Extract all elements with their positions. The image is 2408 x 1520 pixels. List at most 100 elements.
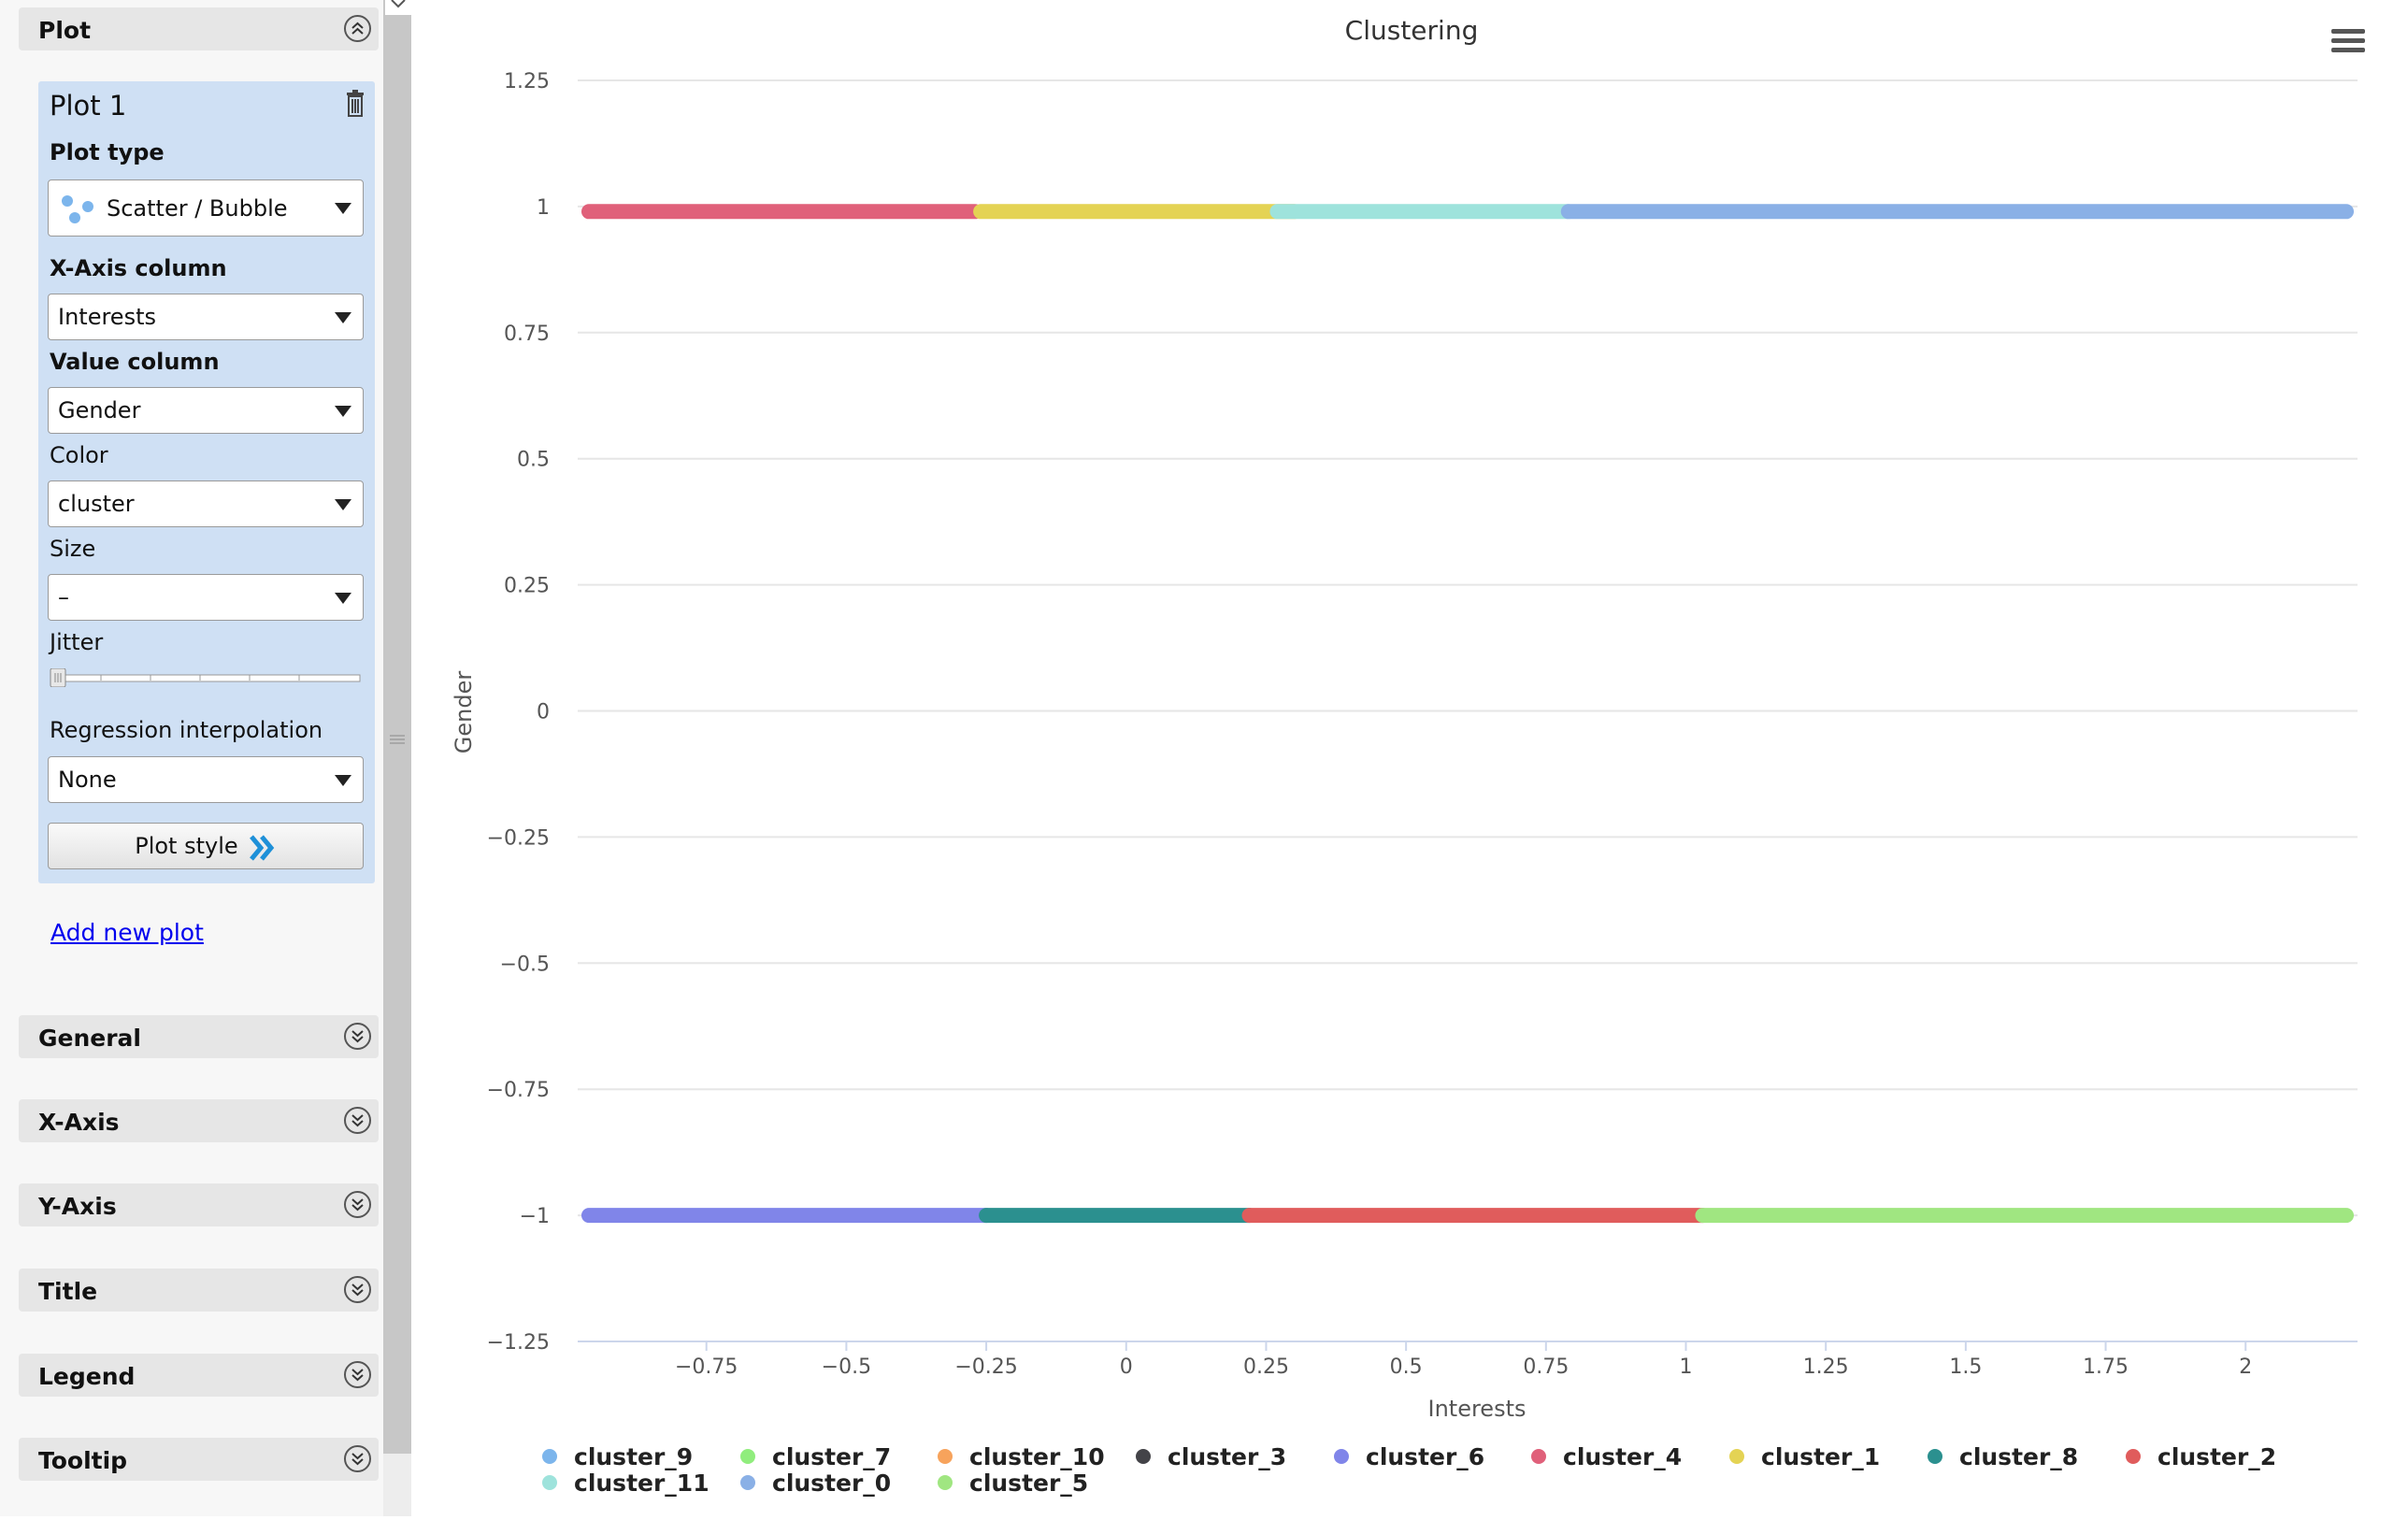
legend-label: cluster_0 xyxy=(772,1470,891,1497)
section-title-title: Title xyxy=(38,1278,98,1305)
section-title-header[interactable]: Title xyxy=(19,1269,379,1312)
double-chevron-right-icon xyxy=(249,834,277,865)
section-plot-title: Plot xyxy=(38,17,92,44)
x-tick-label: 2 xyxy=(2239,1355,2252,1379)
jitter-slider[interactable] xyxy=(50,667,364,688)
legend-item[interactable]: cluster_7 xyxy=(740,1443,891,1470)
legend-label: cluster_8 xyxy=(1959,1443,2078,1470)
scatter-chart: 1.25 1 0.75 0.5 0.25 0 −0.25 −0.5 −0.75 −1 −1.25 −0… xyxy=(451,15,2365,1497)
section-x-axis-title: X-Axis xyxy=(38,1109,120,1136)
legend-label: cluster_4 xyxy=(1563,1443,1682,1470)
x-tick-label: −0.75 xyxy=(675,1355,738,1379)
legend-label: cluster_5 xyxy=(969,1470,1088,1497)
legend-item[interactable]: cluster_4 xyxy=(1531,1443,1682,1470)
legend-item[interactable]: cluster_6 xyxy=(1334,1443,1484,1470)
section-legend-title: Legend xyxy=(38,1363,136,1390)
legend-label: cluster_7 xyxy=(772,1443,891,1470)
trash-icon[interactable] xyxy=(345,89,366,121)
plot-type-label: Plot type xyxy=(50,139,165,165)
x-axis-column-value: Interests xyxy=(58,304,156,330)
scatter-icon xyxy=(60,194,99,229)
legend-item[interactable]: cluster_8 xyxy=(1928,1443,2078,1470)
legend-symbol xyxy=(938,1449,953,1464)
grip-icon xyxy=(390,731,405,749)
x-axis-column-label: X-Axis column xyxy=(50,255,227,281)
y-tick-label: 0.75 xyxy=(504,323,550,346)
y-tick-label: −1 xyxy=(520,1205,550,1228)
splitter-footer xyxy=(383,1454,411,1516)
legend-item[interactable]: cluster_0 xyxy=(740,1470,891,1497)
section-legend-header[interactable]: Legend xyxy=(19,1354,379,1397)
size-select[interactable]: – xyxy=(48,574,364,621)
section-x-axis-header[interactable]: X-Axis xyxy=(19,1099,379,1142)
dropdown-arrow-icon xyxy=(335,203,351,214)
jitter-label: Jitter xyxy=(50,629,104,655)
x-tick-label: −0.5 xyxy=(822,1355,871,1379)
expand-icon[interactable] xyxy=(344,1107,371,1134)
legend-symbol xyxy=(2126,1449,2141,1464)
regression-label: Regression interpolation xyxy=(50,717,323,743)
y-tick-label: 1 xyxy=(537,196,550,220)
legend-symbol xyxy=(938,1475,953,1490)
y-axis-title: Gender xyxy=(451,671,477,754)
dropdown-arrow-icon xyxy=(335,406,351,417)
collapse-icon[interactable] xyxy=(344,15,371,42)
x-tick-label: −0.25 xyxy=(954,1355,1017,1379)
legend-item[interactable]: cluster_10 xyxy=(938,1443,1105,1470)
legend-item[interactable]: cluster_1 xyxy=(1729,1443,1880,1470)
y-tick-label: 1.25 xyxy=(504,70,550,93)
plot-style-button[interactable]: Plot style xyxy=(48,823,364,869)
color-select[interactable]: cluster xyxy=(48,480,364,527)
legend-symbol xyxy=(542,1449,557,1464)
y-tick-label: 0.5 xyxy=(517,449,550,472)
expand-icon[interactable] xyxy=(344,1276,371,1303)
chart-area: 1.25 1 0.75 0.5 0.25 0 −0.25 −0.5 −0.75 −1 −1.25 −0… xyxy=(419,0,2408,1516)
x-tick-label: 0 xyxy=(1120,1355,1133,1379)
add-new-plot-link[interactable]: Add new plot xyxy=(50,919,204,946)
x-axis-column-select[interactable]: Interests xyxy=(48,294,364,340)
regression-value: None xyxy=(58,767,117,793)
section-general-title: General xyxy=(38,1025,141,1052)
chart-menu-icon[interactable] xyxy=(2331,29,2365,52)
y-tick-label: −0.75 xyxy=(487,1079,550,1102)
section-plot-header[interactable]: Plot xyxy=(19,7,379,50)
section-general-header[interactable]: General xyxy=(19,1015,379,1058)
section-y-axis-header[interactable]: Y-Axis xyxy=(19,1183,379,1226)
y-tick-label: −0.5 xyxy=(500,953,550,976)
legend-label: cluster_3 xyxy=(1168,1443,1286,1470)
section-y-axis-title: Y-Axis xyxy=(38,1193,117,1220)
legend-symbol xyxy=(1531,1449,1546,1464)
legend-symbol xyxy=(542,1475,557,1490)
close-icon[interactable] xyxy=(385,0,411,15)
y-tick-label: 0 xyxy=(537,701,550,724)
regression-select[interactable]: None xyxy=(48,756,364,803)
x-tick-label: 1 xyxy=(1680,1355,1693,1379)
legend-item[interactable]: cluster_3 xyxy=(1136,1443,1286,1470)
legend-symbol xyxy=(740,1475,755,1490)
legend-symbol xyxy=(1334,1449,1349,1464)
legend-item[interactable]: cluster_2 xyxy=(2126,1443,2276,1470)
expand-icon[interactable] xyxy=(344,1023,371,1050)
color-value: cluster xyxy=(58,491,135,517)
expand-icon[interactable] xyxy=(344,1445,371,1472)
chart-title: Clustering xyxy=(1345,15,1479,46)
x-tick-label: 0.5 xyxy=(1390,1355,1423,1379)
legend-symbol xyxy=(1928,1449,1942,1464)
section-tooltip-header[interactable]: Tooltip xyxy=(19,1438,379,1481)
settings-sidebar: Plot Plot 1 Plot type Scatter / Bubble xyxy=(0,0,384,1516)
y-tick-label: 0.25 xyxy=(504,575,550,598)
expand-icon[interactable] xyxy=(344,1191,371,1218)
legend-symbol xyxy=(740,1449,755,1464)
panel-splitter[interactable] xyxy=(383,0,411,1516)
plot-card: Plot 1 Plot type Scatter / Bubble X-Axis… xyxy=(38,81,375,883)
legend-item[interactable]: cluster_5 xyxy=(938,1470,1088,1497)
dropdown-arrow-icon xyxy=(335,312,351,323)
legend-label: cluster_1 xyxy=(1761,1443,1880,1470)
legend-item[interactable]: cluster_11 xyxy=(542,1470,710,1497)
value-column-select[interactable]: Gender xyxy=(48,387,364,434)
plot-type-select[interactable]: Scatter / Bubble xyxy=(48,179,364,237)
expand-icon[interactable] xyxy=(344,1361,371,1388)
legend-label: cluster_10 xyxy=(969,1443,1105,1470)
legend-item[interactable]: cluster_9 xyxy=(542,1443,693,1470)
legend-label: cluster_11 xyxy=(574,1470,710,1497)
